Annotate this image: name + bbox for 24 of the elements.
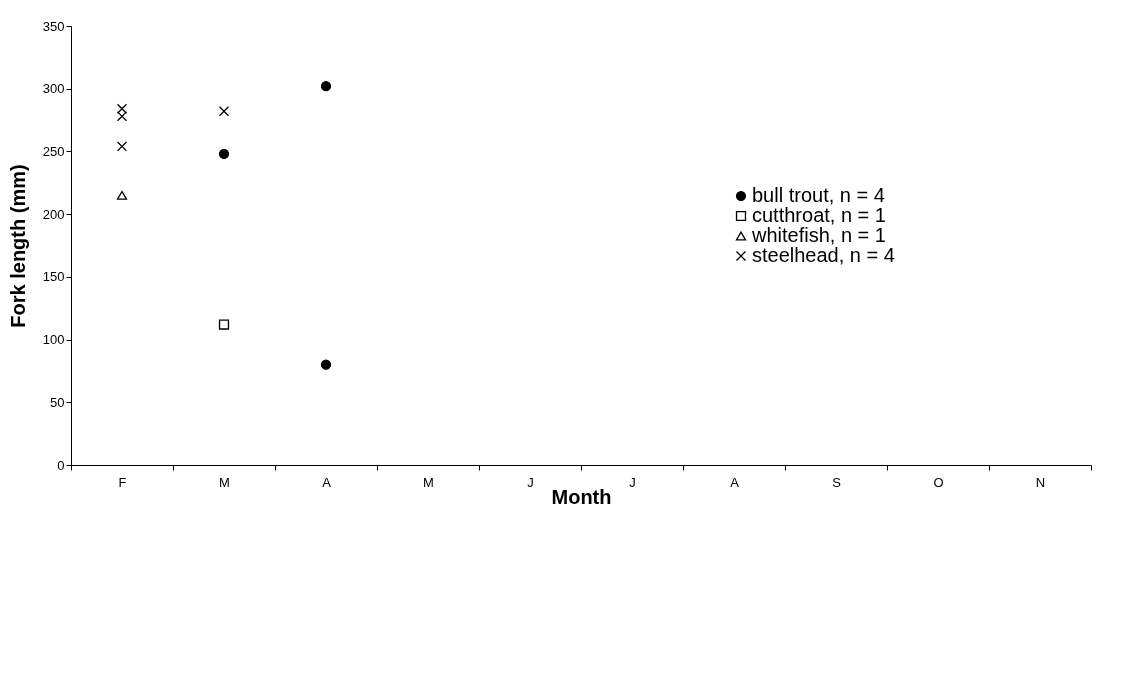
legend-label: cutthroat, n = 1 bbox=[752, 204, 886, 226]
y-tick-label: 0 bbox=[57, 457, 65, 473]
y-tick-label: 150 bbox=[42, 269, 65, 285]
legend-label: whitefish, n = 1 bbox=[751, 224, 886, 246]
x-tick-label: J bbox=[629, 474, 636, 490]
y-tick-label: 100 bbox=[42, 332, 65, 348]
legend-label: bull trout, n = 4 bbox=[752, 184, 885, 206]
x-tick-label: A bbox=[322, 474, 332, 490]
x-tick-label: S bbox=[832, 474, 842, 490]
x-tick-label: M bbox=[219, 474, 230, 490]
x-tick-label: M bbox=[423, 474, 434, 490]
y-tick-label: 300 bbox=[42, 81, 65, 97]
y-axis-title: Fork length (mm) bbox=[6, 164, 29, 328]
x-tick-label: F bbox=[118, 474, 127, 490]
x-tick-label: J bbox=[527, 474, 534, 490]
x-tick-label: A bbox=[730, 474, 740, 490]
y-tick-label: 250 bbox=[42, 143, 65, 159]
x-tick-label: O bbox=[933, 474, 944, 490]
y-tick-label: 200 bbox=[42, 206, 65, 222]
legend-label: steelhead, n = 4 bbox=[752, 244, 895, 266]
x-axis-title: Month bbox=[551, 485, 612, 508]
y-tick-label: 350 bbox=[42, 18, 65, 34]
y-tick-label: 50 bbox=[50, 394, 65, 410]
x-tick-label: N bbox=[1035, 474, 1046, 490]
